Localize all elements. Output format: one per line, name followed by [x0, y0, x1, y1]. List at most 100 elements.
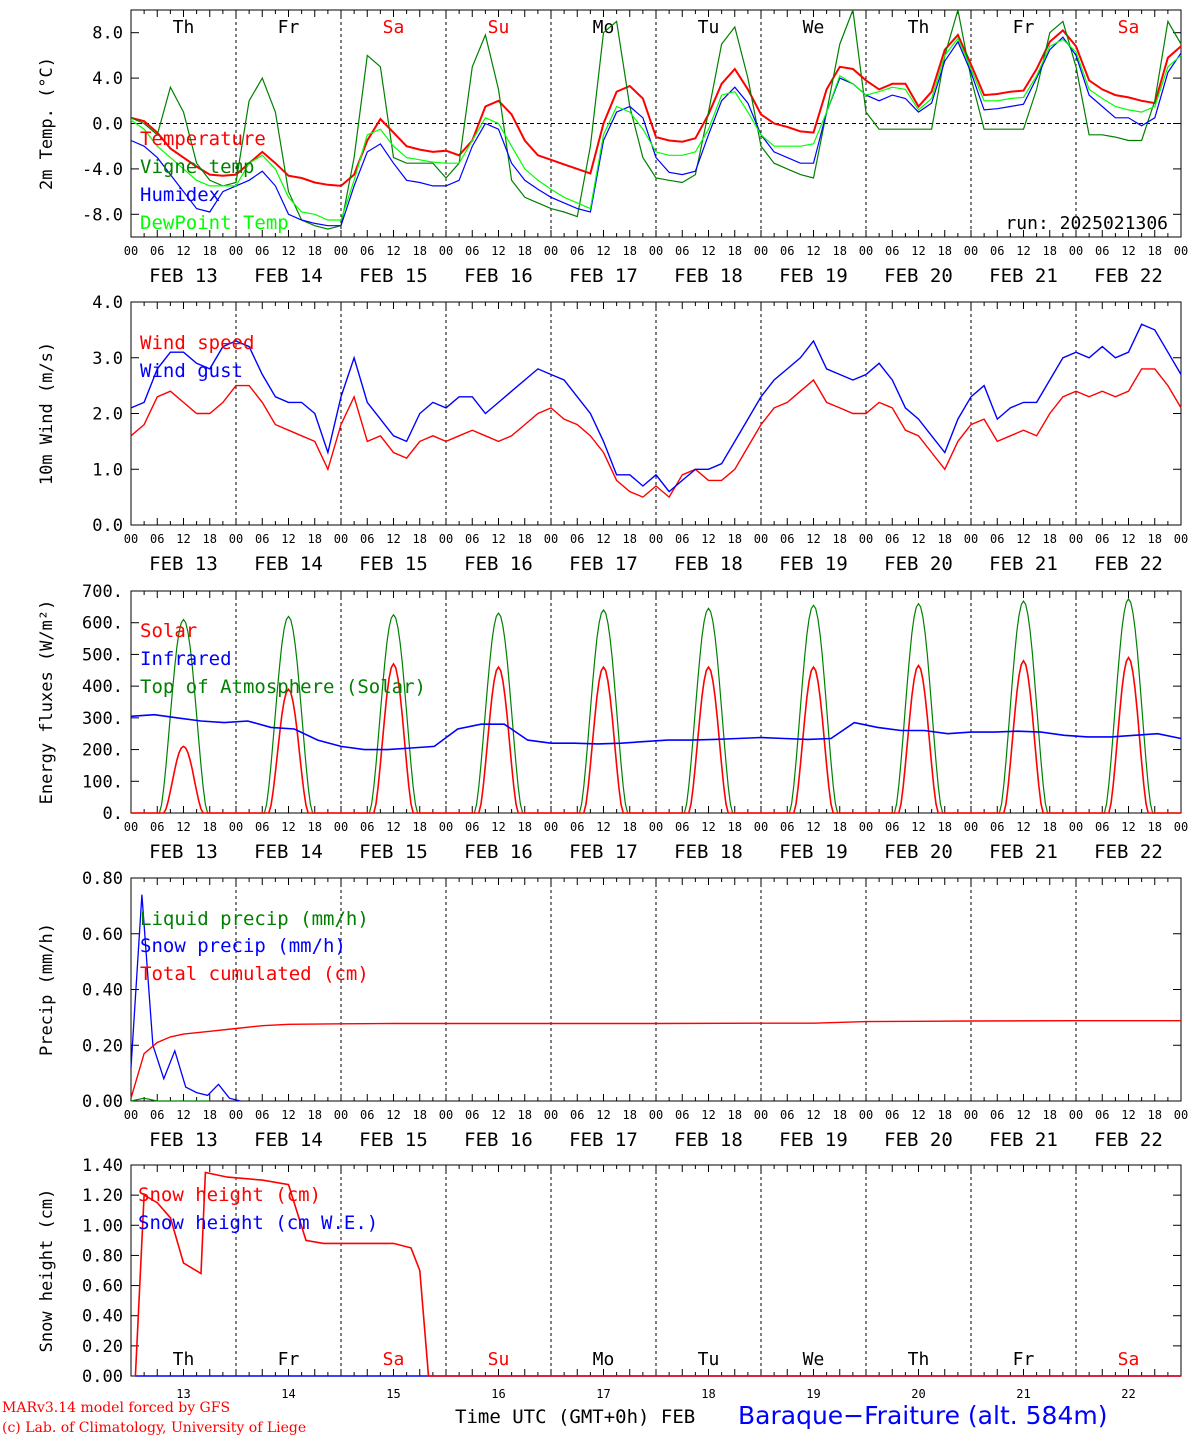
date-label: FEB 14	[254, 841, 323, 863]
y-axis-label: Energy fluxes (W/m²)	[37, 600, 57, 805]
hour-tick-label: 06	[1095, 820, 1109, 834]
series-line	[134, 1171, 1181, 1377]
date-label: FEB 16	[464, 553, 533, 575]
hour-tick-label: 18	[833, 244, 847, 258]
hour-tick-label: 18	[1043, 244, 1057, 258]
hour-tick-label: 00	[1174, 1108, 1188, 1122]
hour-tick-label: 18	[518, 244, 532, 258]
series-line	[130, 9, 1182, 230]
series-line	[131, 656, 1181, 814]
legend-label: Wind gust	[140, 360, 243, 382]
hour-tick-label: 12	[386, 820, 400, 834]
hour-tick-label: 12	[701, 532, 715, 546]
hour-tick-label: 00	[1174, 244, 1188, 258]
date-label: FEB 21	[989, 553, 1058, 575]
hour-tick-label: 00	[439, 820, 453, 834]
hour-tick-label: 06	[150, 532, 164, 546]
day-number: 19	[806, 1387, 820, 1401]
legend-label: Infrared	[140, 648, 232, 670]
hour-tick-label: 12	[911, 532, 925, 546]
date-label: FEB 17	[569, 1129, 638, 1151]
legend-label: DewPoint Temp	[140, 212, 289, 234]
hour-tick-label: 18	[308, 1108, 322, 1122]
hour-tick-label: 00	[1069, 244, 1083, 258]
legend-label: Temperature	[140, 128, 266, 150]
weekday-label: Sa	[383, 1349, 405, 1370]
y-tick-label: 0.00	[82, 1092, 123, 1112]
hour-tick-label: 06	[675, 532, 689, 546]
weekday-label: Fr	[278, 17, 300, 38]
hour-tick-label: 00	[334, 532, 348, 546]
hour-tick-label: 00	[649, 244, 663, 258]
weekday-label: We	[803, 17, 825, 38]
hour-tick-label: 06	[780, 820, 794, 834]
hour-tick-label: 06	[885, 1108, 899, 1122]
hour-tick-label: 00	[229, 244, 243, 258]
hour-tick-label: 00	[124, 532, 138, 546]
hour-tick-label: 00	[649, 820, 663, 834]
hour-tick-label: 06	[675, 244, 689, 258]
hour-tick-label: 12	[596, 1108, 610, 1122]
y-tick-label: 1.40	[82, 1156, 123, 1176]
hour-tick-label: 00	[754, 1108, 768, 1122]
hour-tick-label: 00	[334, 1108, 348, 1122]
hour-tick-label: 12	[1121, 244, 1135, 258]
date-label: FEB 19	[779, 1129, 848, 1151]
hour-tick-label: 18	[623, 532, 637, 546]
hour-tick-label: 00	[439, 1108, 453, 1122]
weekday-label: Sa	[1118, 1349, 1140, 1370]
day-number: 20	[911, 1387, 925, 1401]
day-number: 22	[1121, 1387, 1135, 1401]
date-label: FEB 19	[779, 841, 848, 863]
hour-tick-label: 06	[255, 1108, 269, 1122]
y-axis-label: 2m Temp. (°C)	[37, 57, 57, 190]
date-label: FEB 14	[254, 265, 323, 287]
legend-label: Solar	[140, 620, 197, 642]
hour-tick-label: 06	[570, 820, 584, 834]
hour-tick-label: 00	[754, 244, 768, 258]
date-label: FEB 13	[149, 265, 218, 287]
hour-tick-label: 06	[780, 532, 794, 546]
hour-tick-label: 00	[964, 820, 978, 834]
weekday-label: Su	[488, 1349, 510, 1370]
hour-tick-label: 12	[176, 1108, 190, 1122]
day-number: 15	[386, 1387, 400, 1401]
panel-snow: 1.40 1.20 1.00 0.80 0.60 0.40 0.20 0.00 Snow hei…	[37, 1156, 1182, 1387]
date-label: FEB 20	[884, 553, 953, 575]
weekday-label: Th	[173, 17, 195, 38]
y-tick-label: -8.0	[82, 205, 123, 225]
hour-tick-label: 00	[859, 532, 873, 546]
hour-tick-label: 00	[1174, 532, 1188, 546]
hour-tick-label: 18	[1043, 532, 1057, 546]
hour-tick-label: 12	[491, 532, 505, 546]
hour-tick-label: 06	[675, 820, 689, 834]
hour-tick-label: 06	[780, 1108, 794, 1122]
weekday-label: Sa	[383, 17, 405, 38]
weekday-label: Tu	[698, 1349, 720, 1370]
hour-tick-label: 18	[413, 532, 427, 546]
panel-temp: 8.0 4.0 0.0 -4.0 -8.0 2m Temp. (°C) 00 06 12 18 00…	[37, 9, 1188, 287]
hour-tick-label: 00	[124, 820, 138, 834]
hour-tick-label: 00	[859, 244, 873, 258]
hour-tick-label: 12	[911, 820, 925, 834]
hour-tick-label: 00	[544, 820, 558, 834]
hour-tick-label: 18	[938, 1108, 952, 1122]
series-line	[130, 28, 1182, 187]
hour-tick-label: 06	[360, 244, 374, 258]
date-label: FEB 18	[674, 265, 743, 287]
hour-tick-label: 18	[308, 820, 322, 834]
day-number: 18	[701, 1387, 715, 1401]
hour-tick-label: 06	[990, 244, 1004, 258]
date-label: FEB 13	[149, 841, 218, 863]
legend-label: Snow height (cm W.E.)	[138, 1212, 378, 1234]
hour-tick-label: 06	[360, 820, 374, 834]
station-name: Baraque−Fraiture (alt. 584m)	[738, 1401, 1108, 1430]
y-tick-label: 0.40	[82, 981, 123, 1001]
y-tick-label: 0.40	[82, 1307, 123, 1327]
date-label: FEB 22	[1094, 265, 1163, 287]
hour-tick-label: 18	[623, 244, 637, 258]
hour-tick-label: 12	[386, 532, 400, 546]
hour-tick-label: 12	[386, 1108, 400, 1122]
weekday-label: We	[803, 1349, 825, 1370]
